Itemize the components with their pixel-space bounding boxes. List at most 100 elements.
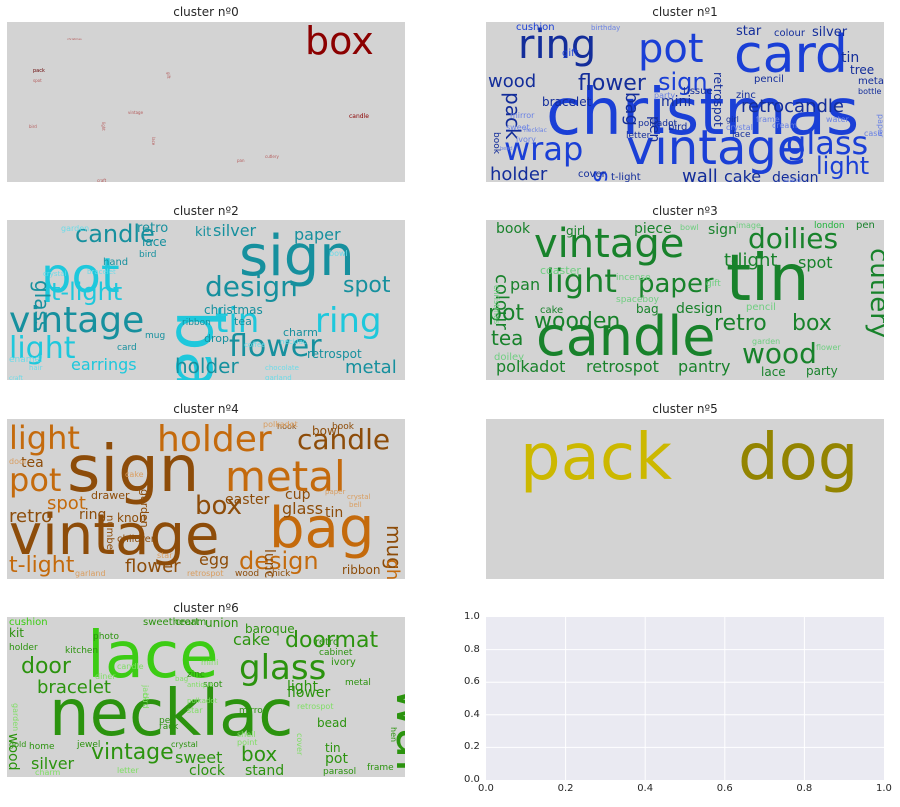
wordcloud-word: pot [325, 751, 348, 767]
wordcloud-word: cake [125, 470, 144, 479]
wordcloud-word: paper [294, 225, 341, 244]
wordcloud-word: sign [239, 224, 355, 289]
wordcloud-word: mirror [239, 706, 267, 716]
wordcloud-word: cake [724, 167, 761, 182]
wordcloud-word: vintage [128, 110, 144, 115]
x-tick-label: 0.6 [716, 783, 733, 794]
wordcloud-word: door [21, 654, 72, 679]
wordcloud-word: retro [315, 637, 339, 648]
wordcloud-word: craft [97, 178, 107, 182]
wordcloud-word: jewel [76, 740, 100, 750]
panel-title-5: cluster nº5 [652, 402, 718, 416]
wordcloud-word: pen [856, 220, 875, 231]
wordcloud-svg-0: box pack candle vintage spot gift pan cutlery cr… [29, 22, 374, 182]
wordcloud-word: door [9, 457, 28, 466]
wordcloud-word: paper [638, 269, 714, 299]
wordcloud-word: paper [876, 114, 884, 138]
wordcloud-word: union [205, 617, 239, 630]
wordcloud-word: spaceboy [616, 295, 660, 305]
wordcloud-word: bag [621, 92, 642, 126]
wordcloud-word: card [117, 343, 137, 353]
y-tick-label: 0.6 [464, 676, 480, 688]
wordcloud-word: sweet [175, 748, 222, 767]
wordcloud-word: silver [812, 25, 848, 40]
wordcloud-word: lace [732, 130, 751, 140]
panel-title-4: cluster nº4 [173, 402, 239, 416]
wordcloud-word: t-light [51, 278, 122, 306]
wordcloud-panel-1: christmas card vintage ring pot wrap glass retr… [486, 22, 884, 182]
wordcloud-word: cover [295, 733, 304, 756]
wordcloud-word: lace [761, 365, 786, 379]
wordcloud-word: letter [626, 131, 651, 141]
wordcloud-word: tea [491, 326, 523, 350]
wordcloud-word: spot [343, 273, 391, 298]
wordcloud-word: box [792, 311, 832, 336]
wordcloud-word: glass [239, 648, 326, 688]
wordcloud-word: book [496, 221, 531, 237]
wordcloud-word: home [29, 742, 55, 752]
y-tick-label: 1.0 [464, 611, 480, 622]
wordcloud-word: hair [29, 364, 43, 372]
wordcloud-word: chick [267, 569, 291, 579]
wordcloud-word: cutlery [864, 248, 884, 338]
wordcloud-word: earrings [71, 355, 137, 374]
wordcloud-word: garden [61, 224, 89, 233]
wordcloud-word: necklac [524, 127, 547, 134]
wordcloud-word: retro [9, 506, 52, 527]
wordcloud-word: birthday [591, 24, 620, 32]
wordcloud-word: box [195, 491, 242, 521]
wordcloud-word: cake [233, 630, 270, 649]
wordcloud-word: retrospot [187, 569, 223, 578]
wordcloud-word: crystal [171, 740, 198, 749]
wordcloud-word: design [205, 270, 298, 303]
wordcloud-word: christmas [67, 37, 82, 41]
wordcloud-word: design [239, 547, 319, 575]
wordcloud-word: drop [204, 332, 229, 345]
wordcloud-word: craft [9, 375, 23, 380]
wordcloud-word: pack [520, 421, 672, 495]
wordcloud-word: bag [161, 310, 235, 380]
wordcloud-word: sweet [506, 123, 530, 132]
wordcloud-word: rack [159, 722, 179, 732]
wordcloud-word: vintage [534, 221, 684, 267]
wordcloud-word: metal [225, 452, 346, 501]
wordcloud-word: garden [752, 337, 780, 346]
wordcloud-word: cake [540, 305, 563, 316]
wordcloud-word: lace [87, 619, 219, 693]
wordcloud-word: light [101, 122, 106, 131]
wordcloud-word: enamel [9, 355, 43, 365]
wordcloud-word: book [491, 132, 501, 155]
wordcloud-word: wall [385, 687, 405, 777]
wordcloud-word: light [9, 331, 76, 366]
wordcloud-word: book [332, 422, 355, 432]
wordcloud-word: light [287, 679, 319, 695]
y-tick-label: 0.4 [464, 708, 480, 720]
wordcloud-word: pack [33, 68, 45, 74]
wordcloud-word: mini [201, 658, 218, 667]
wordcloud-word: vintage [9, 300, 144, 341]
wordcloud-word: retro [137, 221, 168, 236]
wordcloud-word: wood [235, 569, 259, 579]
wordcloud-word: christmas [492, 285, 501, 324]
wordcloud-word: bird [668, 122, 687, 133]
wordcloud-word: light [9, 419, 80, 457]
wordcloud-word: metal [345, 678, 371, 688]
wordcloud-word: bead [500, 146, 513, 152]
empty-axes-panel [486, 617, 884, 780]
wordcloud-word: candle [349, 113, 369, 120]
wordcloud-word: incense [616, 273, 651, 283]
wordcloud-word: retrospot [586, 357, 659, 376]
wordcloud-word: pen [159, 716, 176, 726]
wordcloud-word: case [864, 129, 882, 138]
wordcloud-word: silver [213, 221, 257, 240]
wordcloud-word: box [241, 742, 277, 766]
wordcloud-word: bracelet [37, 677, 111, 698]
wordcloud-word: stand [784, 177, 801, 182]
wordcloud-word: candle [297, 423, 390, 456]
wordcloud-word: spot [33, 78, 42, 83]
wordcloud-word: gold [9, 740, 26, 749]
wordcloud-word: holder [157, 419, 272, 460]
y-tick-label: 0.2 [464, 741, 480, 753]
wordcloud-word: wood [7, 733, 21, 770]
